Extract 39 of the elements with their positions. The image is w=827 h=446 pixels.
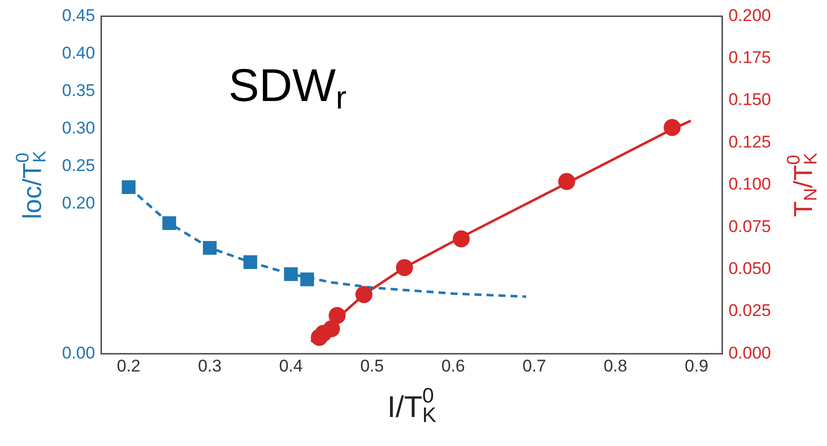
y2-tick-label: 0.000	[728, 343, 772, 362]
y-tick-label: 0.00	[62, 343, 96, 362]
x-tick-label: 0.4	[279, 356, 303, 376]
y-axis-title: loc/T0K	[12, 150, 50, 220]
point	[162, 216, 176, 230]
point	[284, 267, 298, 281]
point	[243, 255, 258, 269]
y-tick-label: 0.20	[62, 193, 96, 212]
point	[452, 230, 470, 248]
x-tick-label: 0.6	[441, 356, 465, 376]
point	[328, 306, 346, 324]
point	[664, 119, 681, 136]
y2-tick-label: 0.050	[728, 258, 772, 278]
point	[122, 180, 136, 194]
y2-tick-label: 0.175	[728, 48, 772, 68]
y2-tick-label: 0.125	[728, 132, 772, 152]
y2-tick-label: 0.100	[728, 174, 772, 194]
y2-tick-label: 0.200	[728, 6, 772, 25]
point	[396, 259, 413, 276]
point	[322, 320, 340, 338]
x-tick-label: 0.9	[684, 356, 708, 376]
x-tick-label: 0.2	[116, 356, 140, 376]
y2-axis-title: TN/T0K	[784, 152, 821, 218]
y-tick-label: 0.40	[62, 43, 96, 62]
y-tick-label: 0.45	[62, 6, 96, 25]
y-tick-label: 0.35	[62, 80, 96, 100]
y-tick-label: 0.30	[62, 118, 96, 138]
x-tick-label: 0.7	[522, 356, 546, 376]
point	[300, 272, 314, 286]
x-tick-label: 0.3	[198, 356, 222, 376]
point	[355, 286, 372, 304]
x-tick-label: 0.5	[360, 356, 384, 376]
x-tick-label: 0.8	[604, 356, 628, 376]
y2-tick-label: 0.150	[728, 90, 772, 110]
point	[558, 173, 576, 190]
point	[202, 241, 217, 255]
y2-tick-label: 0.025	[728, 301, 772, 320]
y2-tick-label: 0.075	[728, 216, 772, 236]
y-tick-label: 0.25	[62, 156, 96, 175]
